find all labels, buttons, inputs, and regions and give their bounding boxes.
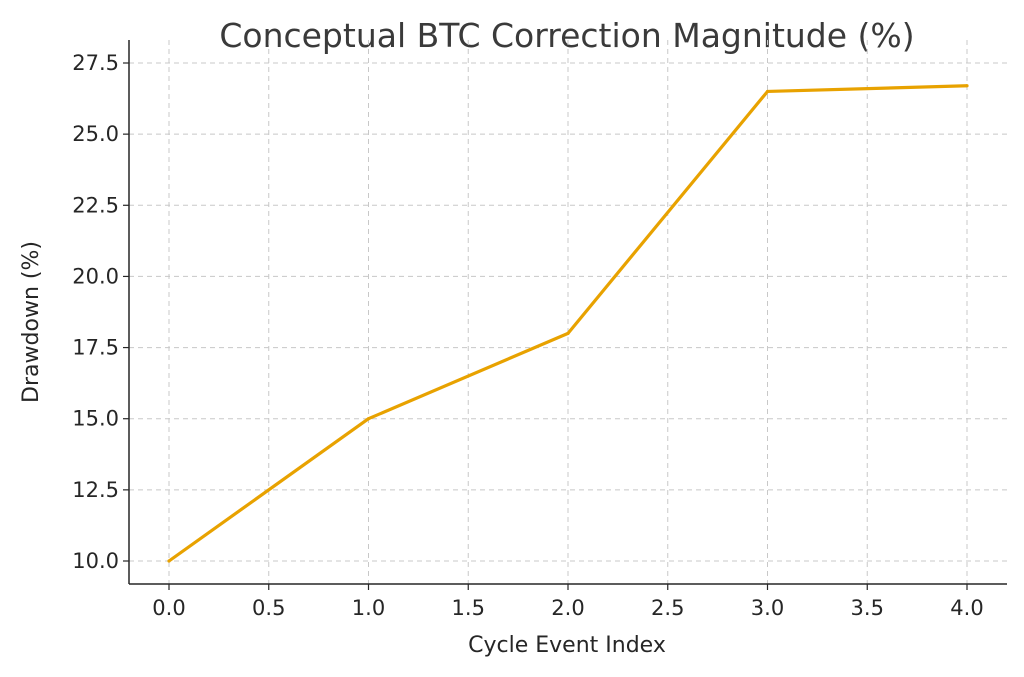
y-tick-label: 17.5 [72,336,119,360]
data-point [167,559,171,563]
x-tick-label: 2.5 [651,596,684,620]
x-tick-label: 4.0 [950,596,983,620]
data-point [366,417,371,421]
x-tick-label: 3.5 [851,596,884,620]
series [167,84,969,563]
x-tick-label: 3.0 [751,596,784,620]
y-tick-label: 10.0 [72,549,119,573]
y-tick-label: 20.0 [72,264,119,288]
chart-title: Conceptual BTC Correction Magnitude (%) [219,16,914,55]
y-ticks: 10.0 12.5 15.0 17.5 20.0 22.5 25.0 27.5 [72,51,129,573]
x-axis-label: Cycle Event Index [468,633,666,658]
y-axis-label: Drawdown (%) [19,241,44,403]
x-tick-label: 2.0 [551,596,584,620]
x-tick-label: 1.5 [452,596,485,620]
y-tick-label: 27.5 [72,51,119,75]
y-tick-label: 15.0 [72,407,119,431]
x-tick-label: 0.0 [152,596,185,620]
y-tick-label: 22.5 [72,193,119,217]
data-point [965,84,969,88]
x-tick-label: 1.0 [352,596,385,620]
x-tick-label: 0.5 [252,596,285,620]
y-tick-label: 25.0 [72,122,119,146]
x-ticks: 0.0 0.5 1.0 1.5 2.0 2.5 3.0 3.5 4.0 [152,584,984,620]
data-point [765,89,770,94]
y-tick-label: 12.5 [72,478,119,502]
data-point [566,331,570,335]
grid [129,40,1007,584]
